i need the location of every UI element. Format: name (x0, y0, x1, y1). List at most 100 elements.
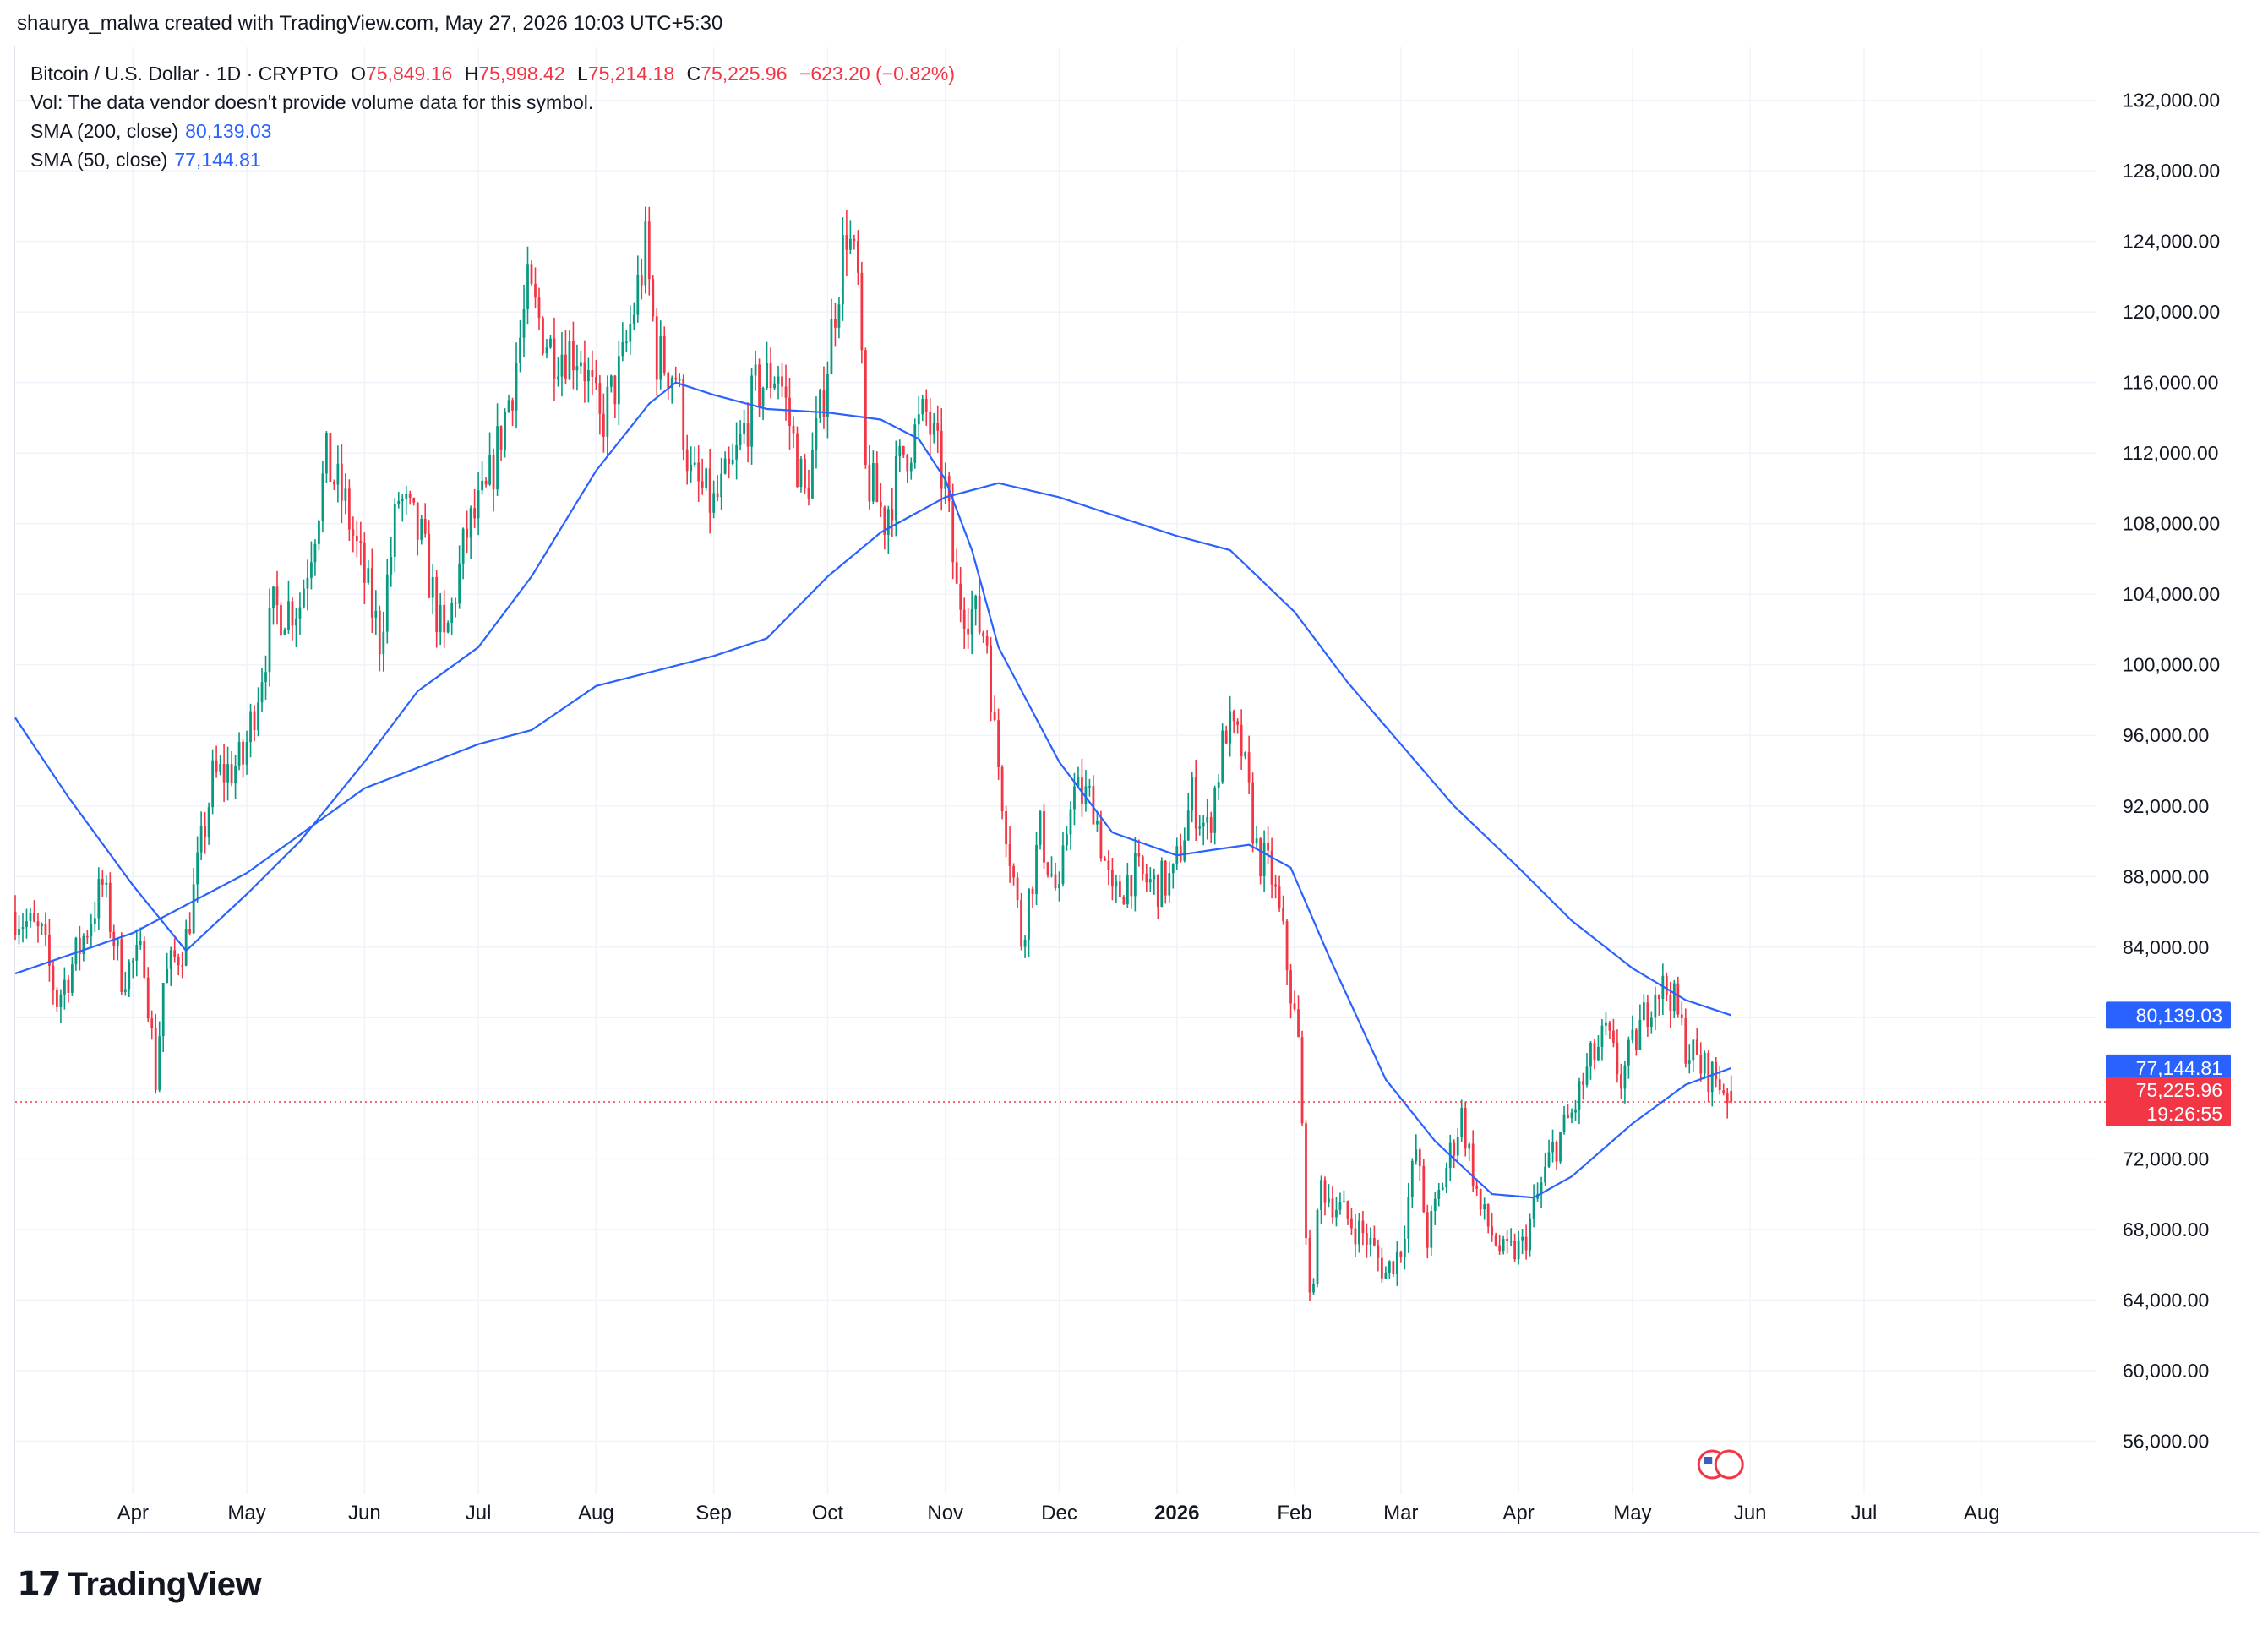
legend-sma50-label: SMA (50, close) (30, 149, 168, 171)
eu-flag-icon[interactable] (1714, 1449, 1744, 1480)
candle-body (1654, 994, 1657, 1018)
candle-body (199, 826, 203, 853)
candle-body (44, 924, 47, 935)
sma200-line[interactable] (14, 381, 1732, 1199)
candle-body (837, 304, 841, 328)
candle-body (507, 400, 510, 412)
candle-body (473, 508, 477, 519)
y-tick-label: 64,000.00 (2123, 1289, 2209, 1311)
candle-body (1475, 1186, 1479, 1189)
candle-body (1361, 1220, 1365, 1234)
legend-open-value: 75,849.16 (365, 63, 453, 85)
candle-body (1680, 1014, 1683, 1019)
legend-sma200-row[interactable]: SMA (200, close) 80,139.03 (30, 117, 955, 145)
candle-body (1372, 1237, 1376, 1246)
candle-body (303, 588, 305, 608)
candle-body (1529, 1218, 1531, 1251)
candle-body (1358, 1220, 1360, 1245)
x-tick-label: Jun (348, 1502, 381, 1524)
candle-body (1183, 840, 1186, 861)
candle-body (1551, 1142, 1554, 1153)
candle-body (446, 622, 450, 633)
candle-body (230, 764, 233, 784)
candle-body (1384, 1272, 1388, 1279)
candle-body (347, 488, 351, 530)
candle-body (52, 965, 55, 990)
x-tick-label: Jul (466, 1502, 492, 1524)
candle-body (1016, 877, 1019, 901)
candle-body (405, 493, 408, 500)
candle-body (123, 989, 127, 992)
y-tick-label: 120,000.00 (2123, 301, 2220, 323)
candle-body (237, 741, 241, 766)
candle-body (264, 672, 267, 683)
candle-body (298, 607, 302, 619)
candle-body (613, 375, 617, 405)
candle-body (1684, 1018, 1687, 1064)
candle-body (416, 502, 419, 540)
candle-body (1141, 856, 1144, 874)
candle-body (1061, 845, 1065, 884)
candle-body (1582, 1081, 1584, 1085)
candle-body (150, 1018, 154, 1028)
candle-body (959, 583, 962, 610)
candle-body (184, 929, 188, 966)
candle-body (647, 221, 651, 280)
candle-body (830, 319, 833, 374)
candle-body (1638, 1019, 1642, 1050)
candle-body (583, 362, 586, 382)
candle-body (849, 238, 852, 250)
candle-body (883, 507, 886, 536)
candle-body (606, 386, 609, 437)
candle-body (1259, 838, 1262, 876)
x-tick-label: Nov (927, 1502, 963, 1524)
chart-frame[interactable] (14, 46, 2260, 1533)
candle-body (746, 423, 750, 447)
candle-body (1456, 1137, 1459, 1156)
candle-body (682, 379, 685, 450)
candle-body (1631, 1029, 1634, 1040)
legend-volume-note: Vol: The data vendor doesn't provide vol… (30, 91, 594, 113)
candle-body (1050, 874, 1053, 876)
candle-body (367, 568, 370, 583)
candle-body (875, 463, 879, 503)
legend-sma50-row[interactable]: SMA (50, close) 77,144.81 (30, 145, 955, 174)
tradingview-brand[interactable]: 17 TradingView (17, 1565, 262, 1604)
candle-body (739, 434, 742, 445)
candle-body (469, 508, 472, 538)
candle-body (940, 430, 943, 489)
candle-body (1282, 908, 1284, 922)
candle-body (1039, 811, 1042, 845)
candle-body (1289, 970, 1292, 1004)
candle-body (33, 913, 35, 922)
candle-body (1646, 1002, 1649, 1028)
candle-body (492, 454, 495, 490)
candle-body (1020, 900, 1022, 947)
candle-body (594, 376, 597, 384)
x-tick-label: Aug (1964, 1502, 2000, 1524)
candle-body (443, 604, 446, 633)
candle-body (1703, 1052, 1706, 1074)
candle-body (105, 882, 108, 885)
candle-body (1437, 1189, 1441, 1199)
candle-body (90, 924, 93, 936)
candle-body (1354, 1228, 1357, 1245)
candle-body (116, 939, 119, 946)
candle-body (716, 493, 719, 498)
price-chart[interactable]: 132,000.00 128,000.00 124,000.00 120,000.00… (0, 0, 2268, 1563)
candle-body (1687, 1060, 1691, 1064)
candle-body (1616, 1042, 1619, 1075)
candle-body (796, 433, 799, 488)
candle-body (655, 316, 658, 380)
candle-body (560, 354, 564, 377)
candle-body (1657, 994, 1660, 1000)
candle-body (1316, 1209, 1319, 1284)
candle-body (1730, 1090, 1733, 1102)
candle-body (70, 964, 74, 993)
sma50-line[interactable] (14, 482, 1732, 1017)
candle-body (1000, 766, 1004, 812)
candle-body (67, 979, 70, 993)
candle-body (1524, 1236, 1528, 1251)
candle-body (750, 375, 753, 447)
candle-body (1236, 721, 1240, 725)
